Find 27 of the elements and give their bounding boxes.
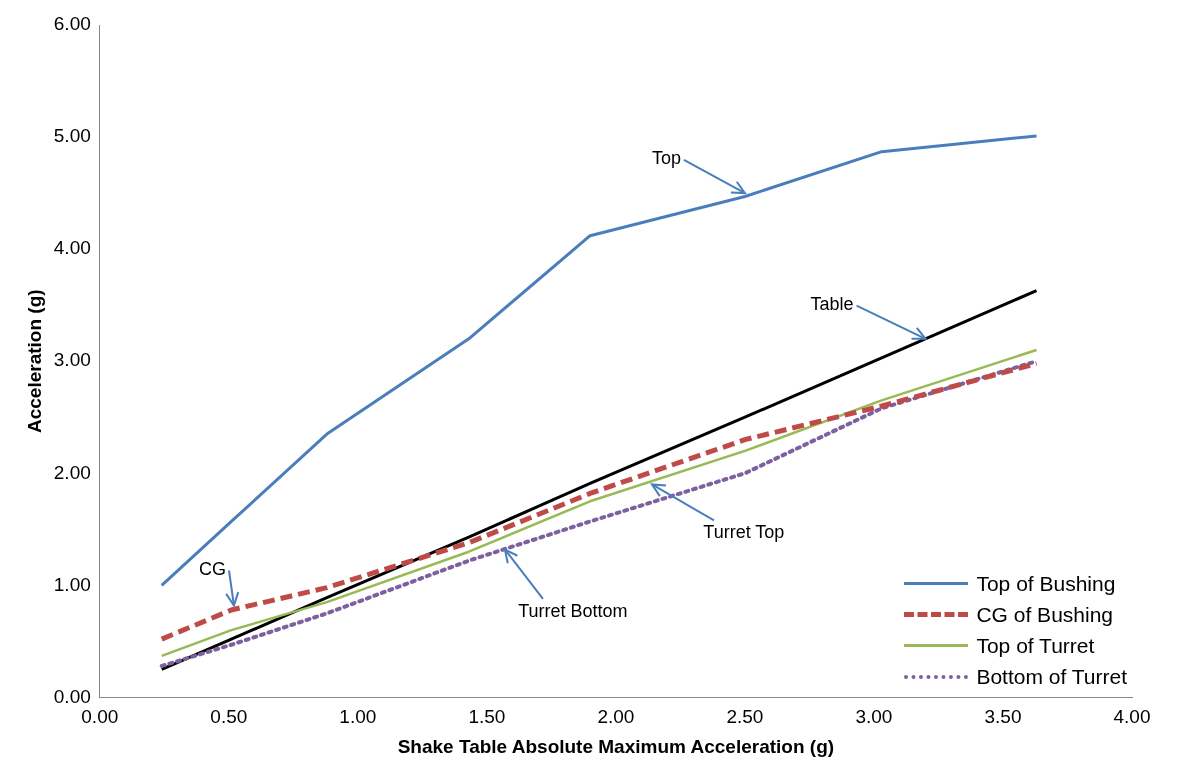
annotation: Top	[651, 147, 681, 168]
y-axis-title: Acceleration (g)	[23, 289, 45, 433]
x-tick-label: 0.00	[81, 706, 119, 728]
x-axis-title: Shake Table Absolute Maximum Acceleration (g)	[397, 735, 835, 757]
y-tick-label: 1.00	[53, 573, 91, 595]
legend-label: Bottom of Turret	[976, 664, 1127, 691]
y-tick-label: 0.00	[53, 685, 91, 707]
y-tick-label: 2.00	[53, 461, 91, 483]
y-tick-label: 3.00	[53, 349, 91, 371]
x-tick-label: 2.50	[726, 706, 764, 728]
y-tick-label: 4.00	[53, 237, 91, 259]
annotation: CG	[198, 558, 226, 579]
x-tick-label: 1.00	[339, 706, 377, 728]
y-tick-label: 6.00	[53, 13, 91, 35]
y-tick-label: 5.00	[53, 125, 91, 147]
legend-label: Top of Bushing	[976, 571, 1116, 598]
x-tick-label: 4.00	[1113, 706, 1151, 728]
x-tick-label: 3.00	[855, 706, 893, 728]
legend-label: Top of Turret	[976, 633, 1095, 660]
annotation: Turret Top	[703, 522, 785, 543]
legend-label: CG of Bushing	[976, 602, 1114, 629]
x-tick-label: 3.50	[984, 706, 1022, 728]
annotation: Turret Bottom	[518, 600, 628, 621]
x-tick-label: 1.50	[468, 706, 506, 728]
x-tick-label: 0.50	[210, 706, 248, 728]
x-tick-label: 2.00	[597, 706, 635, 728]
annotation: Table	[810, 293, 854, 314]
